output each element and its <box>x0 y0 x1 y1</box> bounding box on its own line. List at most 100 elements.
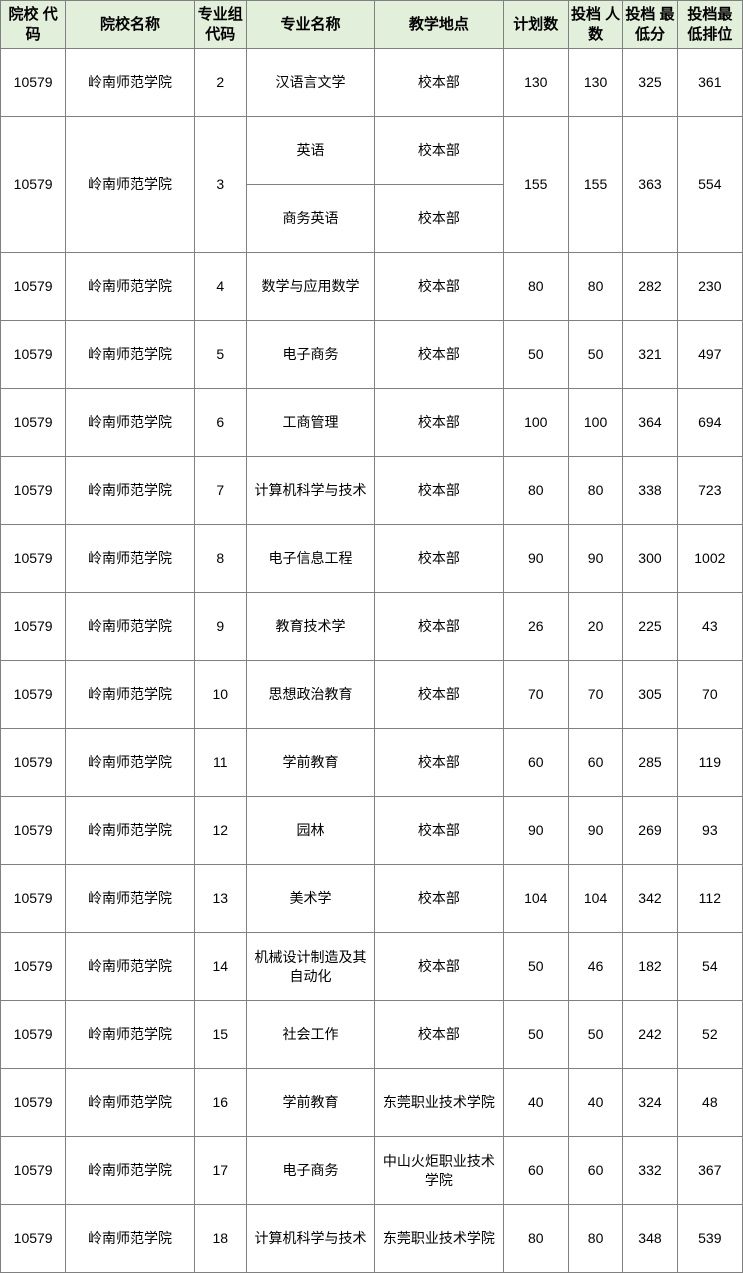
cell-c8: 1002 <box>677 525 742 593</box>
cell-c1: 岭南师范学院 <box>66 933 194 1001</box>
cell-c3: 电子商务 <box>246 1137 374 1205</box>
cell-c2: 17 <box>194 1137 246 1205</box>
col-header-4: 教学地点 <box>375 1 503 49</box>
table-row: 10579岭南师范学院7计算机科学与技术校本部8080338723 <box>1 457 743 525</box>
cell-c7: 300 <box>623 525 677 593</box>
cell-c3: 学前教育 <box>246 1069 374 1137</box>
cell-c3: 美术学 <box>246 865 374 933</box>
table-row: 10579岭南师范学院12园林校本部909026993 <box>1 797 743 865</box>
cell-c1: 岭南师范学院 <box>66 593 194 661</box>
col-header-1: 院校名称 <box>66 1 194 49</box>
table-row: 10579岭南师范学院16学前教育东莞职业技术学院404032448 <box>1 1069 743 1137</box>
cell-c4: 校本部 <box>375 389 503 457</box>
cell-c2: 16 <box>194 1069 246 1137</box>
cell-c5: 80 <box>503 1205 568 1273</box>
cell-c8: 93 <box>677 797 742 865</box>
col-header-6: 投档 人数 <box>568 1 622 49</box>
table-row: 10579岭南师范学院8电子信息工程校本部90903001002 <box>1 525 743 593</box>
cell-c4: 校本部 <box>375 253 503 321</box>
cell-c0: 10579 <box>1 1001 66 1069</box>
cell-c1: 岭南师范学院 <box>66 865 194 933</box>
cell-c1: 岭南师范学院 <box>66 525 194 593</box>
cell-c6: 50 <box>568 321 622 389</box>
cell-c0: 10579 <box>1 457 66 525</box>
cell-c5: 130 <box>503 49 568 117</box>
cell-c1: 岭南师范学院 <box>66 729 194 797</box>
table-row: 10579岭南师范学院13美术学校本部104104342112 <box>1 865 743 933</box>
cell-c4: 校本部 <box>375 797 503 865</box>
cell-c3: 数学与应用数学 <box>246 253 374 321</box>
cell-c3: 思想政治教育 <box>246 661 374 729</box>
cell-c8: 230 <box>677 253 742 321</box>
cell-c4: 校本部 <box>375 457 503 525</box>
cell-c6: 90 <box>568 525 622 593</box>
cell-c2: 13 <box>194 865 246 933</box>
cell-c8: 112 <box>677 865 742 933</box>
cell-c4: 校本部 <box>375 1001 503 1069</box>
cell-c4: 校本部 <box>375 933 503 1001</box>
cell-c5: 104 <box>503 865 568 933</box>
table-row: 10579岭南师范学院17电子商务中山火炬职业技术学院6060332367 <box>1 1137 743 1205</box>
cell-c1: 岭南师范学院 <box>66 1069 194 1137</box>
cell-c5: 80 <box>503 253 568 321</box>
col-header-5: 计划数 <box>503 1 568 49</box>
cell-c8: 43 <box>677 593 742 661</box>
cell-c6: 20 <box>568 593 622 661</box>
cell-c7: 363 <box>623 117 677 253</box>
table-row: 10579岭南师范学院4数学与应用数学校本部8080282230 <box>1 253 743 321</box>
cell-c7: 225 <box>623 593 677 661</box>
cell-c0: 10579 <box>1 49 66 117</box>
col-header-0: 院校 代码 <box>1 1 66 49</box>
cell-c1: 岭南师范学院 <box>66 1001 194 1069</box>
cell-c7: 364 <box>623 389 677 457</box>
table-row: 10579岭南师范学院3英语校本部155155363554 <box>1 117 743 185</box>
cell-c5: 90 <box>503 525 568 593</box>
cell-c5: 70 <box>503 661 568 729</box>
cell-c8: 52 <box>677 1001 742 1069</box>
cell-c8: 48 <box>677 1069 742 1137</box>
cell-c4: 校本部 <box>375 117 503 185</box>
cell-c7: 285 <box>623 729 677 797</box>
cell-c7: 324 <box>623 1069 677 1137</box>
cell-c0: 10579 <box>1 117 66 253</box>
col-header-3: 专业名称 <box>246 1 374 49</box>
cell-c2: 2 <box>194 49 246 117</box>
cell-c4: 校本部 <box>375 661 503 729</box>
cell-c8: 367 <box>677 1137 742 1205</box>
cell-c5: 80 <box>503 457 568 525</box>
cell-c1: 岭南师范学院 <box>66 49 194 117</box>
cell-c0: 10579 <box>1 253 66 321</box>
cell-c1: 岭南师范学院 <box>66 1137 194 1205</box>
cell-c6: 70 <box>568 661 622 729</box>
col-header-2: 专业组 代码 <box>194 1 246 49</box>
cell-c8: 119 <box>677 729 742 797</box>
cell-c5: 90 <box>503 797 568 865</box>
cell-c5: 26 <box>503 593 568 661</box>
cell-c7: 332 <box>623 1137 677 1205</box>
cell-c0: 10579 <box>1 389 66 457</box>
cell-c0: 10579 <box>1 1069 66 1137</box>
table-row: 10579岭南师范学院5电子商务校本部5050321497 <box>1 321 743 389</box>
table-row: 10579岭南师范学院14机械设计制造及其自动化校本部504618254 <box>1 933 743 1001</box>
cell-c7: 321 <box>623 321 677 389</box>
cell-c2: 9 <box>194 593 246 661</box>
cell-c2: 10 <box>194 661 246 729</box>
cell-c8: 554 <box>677 117 742 253</box>
cell-c2: 14 <box>194 933 246 1001</box>
table-row: 10579岭南师范学院10思想政治教育校本部707030570 <box>1 661 743 729</box>
cell-c1: 岭南师范学院 <box>66 253 194 321</box>
cell-c8: 694 <box>677 389 742 457</box>
table-row: 10579岭南师范学院18计算机科学与技术东莞职业技术学院8080348539 <box>1 1205 743 1273</box>
cell-c6: 104 <box>568 865 622 933</box>
cell-c5: 155 <box>503 117 568 253</box>
table-row: 10579岭南师范学院11学前教育校本部6060285119 <box>1 729 743 797</box>
cell-c4: 校本部 <box>375 185 503 253</box>
cell-c3: 工商管理 <box>246 389 374 457</box>
cell-c0: 10579 <box>1 1137 66 1205</box>
cell-c4: 校本部 <box>375 865 503 933</box>
cell-c5: 50 <box>503 1001 568 1069</box>
cell-c8: 54 <box>677 933 742 1001</box>
cell-c3: 汉语言文学 <box>246 49 374 117</box>
cell-c3: 社会工作 <box>246 1001 374 1069</box>
cell-c8: 361 <box>677 49 742 117</box>
